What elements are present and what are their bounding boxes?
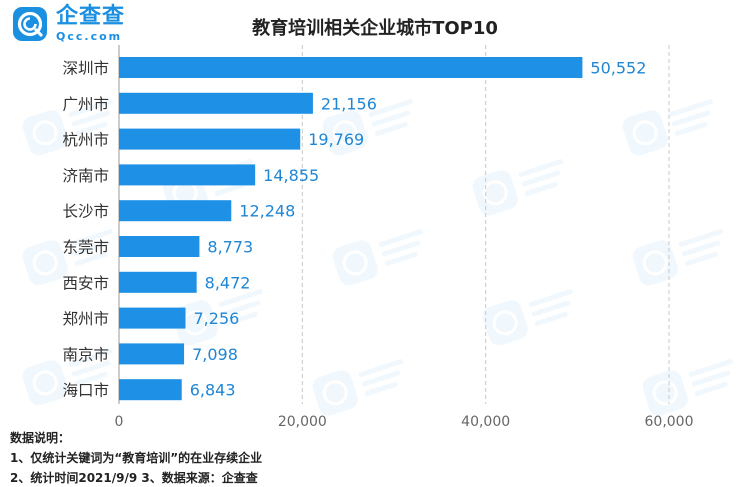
bar — [119, 92, 313, 114]
bar — [119, 128, 301, 150]
bar — [119, 271, 197, 293]
value-label: 50,552 — [590, 59, 646, 78]
category-label: 济南市 — [62, 167, 109, 185]
notes-line-1: 1、仅统计关键词为“教育培训”的在业存续企业 — [10, 451, 263, 465]
bar — [119, 236, 200, 257]
category-label: 东莞市 — [62, 239, 109, 257]
value-label: 12,248 — [239, 202, 295, 221]
value-label: 19,769 — [308, 130, 364, 149]
qcc-logo-icon — [13, 7, 47, 41]
x-tick-label: 60,000 — [645, 414, 694, 430]
category-label: 海口市 — [62, 382, 109, 400]
category-label: 杭州市 — [62, 131, 109, 149]
category-label: 西安市 — [62, 274, 109, 292]
value-label: 21,156 — [321, 94, 377, 113]
bar — [119, 343, 185, 365]
category-label: 深圳市 — [62, 60, 109, 78]
data-notes: 数据说明： 1、仅统计关键词为“教育培训”的在业存续企业 2、统计时间2021/… — [10, 428, 262, 487]
x-tick-label: 40,000 — [461, 414, 510, 430]
notes-title: 数据说明： — [10, 431, 71, 445]
value-label: 7,098 — [192, 345, 238, 364]
value-label: 6,843 — [190, 381, 236, 400]
logo-name-cn: 企查查 — [56, 4, 126, 29]
x-tick-label: 20,000 — [278, 414, 327, 430]
category-label: 郑州市 — [62, 310, 109, 328]
bar — [119, 200, 232, 222]
category-label: 南京市 — [62, 346, 109, 364]
bar — [119, 164, 256, 186]
bar — [119, 379, 182, 401]
x-tick-label: 0 — [115, 414, 124, 430]
category-label: 广州市 — [62, 95, 109, 113]
value-label: 7,256 — [194, 309, 240, 328]
chart-title: 教育培训相关企业城市TOP10 — [252, 18, 498, 39]
category-label: 长沙市 — [62, 203, 109, 221]
qcc-logo: 企查查 Qcc.com — [12, 6, 125, 42]
notes-line-2: 2、统计时间2021/9/9 3、数据来源：企查查 — [10, 471, 258, 485]
bar — [119, 307, 186, 329]
value-label: 14,855 — [263, 166, 319, 185]
logo-name-en: Qcc.com — [56, 30, 123, 43]
value-label: 8,472 — [205, 273, 251, 292]
value-label: 8,773 — [207, 238, 253, 257]
bar — [119, 57, 583, 78]
